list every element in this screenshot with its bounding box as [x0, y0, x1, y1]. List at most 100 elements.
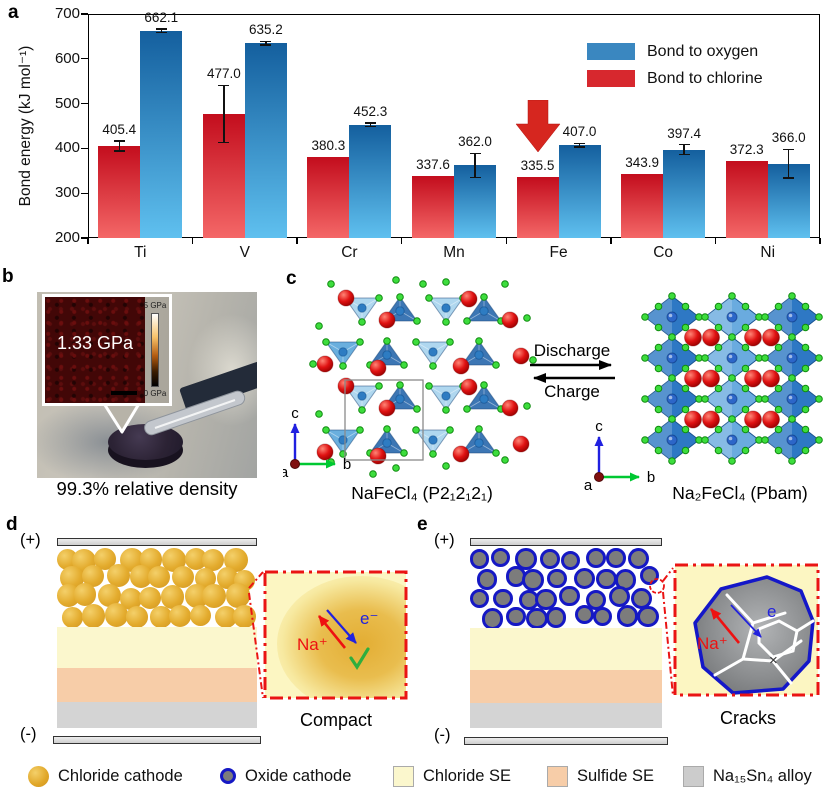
cl-atom	[681, 425, 690, 434]
cl-atom	[413, 317, 421, 325]
cl-atom	[741, 364, 750, 373]
cl-atom	[425, 382, 433, 390]
na-atom	[316, 355, 334, 373]
d-chloride-cathode-layer	[57, 548, 257, 628]
oxide-cathode-particle	[493, 588, 514, 609]
legend-item: Chloride SE	[393, 763, 511, 789]
cl-atom	[761, 395, 769, 403]
cl-atom	[788, 374, 796, 382]
na-ion-arrow	[317, 615, 347, 649]
oxide-cathode-particle	[526, 607, 548, 630]
x-category-label: V	[239, 244, 251, 261]
cl-atom	[641, 436, 649, 444]
e-current-collector-top	[470, 538, 662, 546]
error-bar	[160, 29, 162, 33]
na-atom	[369, 447, 387, 465]
fe-atom	[786, 352, 798, 364]
error-cap	[574, 142, 586, 145]
chloride-cathode-particle	[194, 568, 216, 590]
oxide-cathode-particle	[573, 568, 595, 590]
bar-chlorine	[307, 157, 350, 238]
na-atom	[684, 328, 702, 347]
panel-letter-c: c	[286, 268, 297, 289]
cl-atom	[714, 384, 723, 393]
x-tick	[87, 238, 89, 244]
fe-atom	[428, 435, 438, 445]
cl-atom	[529, 356, 537, 364]
legend-label: Chloride cathode	[58, 766, 183, 785]
error-bar	[578, 143, 581, 148]
y-tick-label: 300	[54, 184, 80, 202]
fe-atom	[479, 394, 489, 404]
value-label: 477.0	[206, 66, 241, 82]
cl-atom	[801, 343, 810, 352]
cl-atom	[801, 323, 810, 332]
legend-item: Na₁₅Sn₄ alloy	[683, 763, 812, 789]
fe-atom	[474, 350, 484, 360]
y-tick	[81, 13, 88, 15]
bar-chlorine	[412, 176, 454, 238]
cl-atom	[801, 302, 810, 311]
error-cap	[364, 126, 376, 128]
oxide-cathode-particle	[470, 589, 490, 609]
chart-legend-label: Bond to chlorine	[647, 70, 763, 87]
cl-atom	[492, 361, 500, 369]
cl-atom	[501, 456, 509, 464]
relative-density-caption: 99.3% relative density	[56, 478, 238, 499]
fe-atom	[357, 303, 367, 313]
cl-atom	[654, 425, 663, 434]
chart-legend-label: Bond to oxygen	[647, 43, 759, 60]
chloride-cathode-particle	[160, 585, 185, 609]
chloride-cathode-particle	[214, 605, 238, 628]
cl-atom	[761, 354, 769, 362]
y-tick	[81, 237, 88, 239]
na-atom	[762, 369, 780, 388]
value-label: 452.3	[353, 104, 388, 120]
na-atom	[378, 311, 396, 329]
cl-atom	[701, 436, 709, 444]
error-cap	[260, 40, 272, 42]
cl-atom	[681, 302, 690, 311]
cl-atom	[392, 276, 400, 284]
electron-label: e	[767, 602, 776, 621]
bar-chlorine	[725, 160, 768, 238]
tweezers-handle	[179, 348, 257, 412]
cl-atom	[412, 426, 420, 434]
oxide-cathode-particle	[540, 548, 560, 569]
cl-atom	[375, 294, 383, 302]
bond-energy-chart: Bond energy (kJ mol⁻¹) 200 300 400 500 600 70…	[0, 0, 826, 266]
inset-pointer-triangle	[101, 400, 142, 434]
y-tick-label: 500	[54, 94, 80, 112]
cl-atom	[761, 313, 769, 321]
cl-atom	[412, 338, 420, 346]
cl-atom	[641, 354, 649, 362]
nafecl4-formula: NaFeCl₄ (P2₁2₁2₁)	[351, 483, 493, 503]
fe-atom	[338, 435, 348, 445]
error-bar	[788, 149, 790, 178]
e-oxide-cathode-layer	[470, 548, 662, 630]
legend-item: Chloride cathode	[28, 763, 183, 789]
error-cap	[364, 122, 376, 124]
na-atom	[684, 410, 702, 429]
colorbar-min-label: 0 GPa	[143, 389, 167, 398]
axis-indicator-left: c b a	[283, 405, 351, 481]
error-cap	[469, 152, 481, 155]
cl-atom	[801, 364, 810, 373]
na-atom	[512, 347, 530, 365]
cl-atom	[523, 402, 531, 410]
d-negative-electrode-label: (-)	[20, 725, 37, 743]
x-tick	[191, 238, 194, 244]
cl-atom	[369, 470, 377, 478]
na-atom	[702, 369, 720, 388]
na-atom	[512, 435, 530, 453]
na-atom	[452, 445, 470, 463]
error-bar	[369, 123, 372, 127]
cl-atom	[728, 415, 736, 423]
cl-atom	[774, 425, 783, 434]
bar-chlorine	[516, 177, 559, 238]
chloride-cathode-particle	[82, 604, 106, 628]
cl-atom	[425, 294, 433, 302]
error-cap	[113, 150, 125, 152]
cl-atom	[654, 302, 663, 311]
cl-atom	[741, 405, 750, 414]
